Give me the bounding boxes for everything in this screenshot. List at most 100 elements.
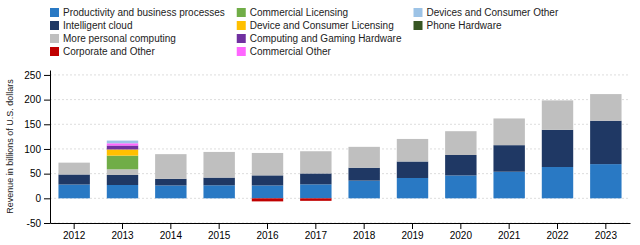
x-tick: 2015 xyxy=(208,223,231,241)
legend-swatch xyxy=(50,8,59,17)
bar xyxy=(590,94,621,95)
bar xyxy=(107,140,138,141)
x-tick-label: 2016 xyxy=(256,230,279,241)
bar xyxy=(590,94,621,95)
bar xyxy=(348,146,379,147)
y-tick: 0 xyxy=(35,193,50,204)
legend-label: Devices and Consumer Other xyxy=(427,7,559,18)
bar xyxy=(397,138,428,139)
bar xyxy=(397,138,428,139)
x-tick: 2020 xyxy=(450,223,473,241)
bar xyxy=(590,94,621,95)
bar xyxy=(58,162,89,163)
bar xyxy=(252,152,283,153)
legend-swatch xyxy=(50,21,59,30)
bar xyxy=(445,131,476,132)
bar xyxy=(493,172,524,199)
y-tick-mark xyxy=(44,149,50,150)
bar xyxy=(397,178,428,198)
x-tick-mark xyxy=(219,223,220,229)
bar xyxy=(107,149,138,155)
bar xyxy=(493,118,524,119)
bar xyxy=(300,151,331,152)
bar xyxy=(397,162,428,178)
bar xyxy=(107,143,138,145)
y-tick-label: -50 xyxy=(27,218,42,229)
bar xyxy=(397,138,428,139)
x-axis: 2012201320142015201620172018201920202021… xyxy=(51,223,631,241)
bar xyxy=(203,151,234,152)
y-tick: 50 xyxy=(30,168,50,179)
y-tick-mark xyxy=(44,124,50,125)
bar xyxy=(493,118,524,145)
bar xyxy=(107,185,138,198)
bar xyxy=(58,162,89,163)
bar xyxy=(155,154,186,179)
bar xyxy=(252,152,283,153)
grid xyxy=(50,75,630,223)
x-tick-mark xyxy=(170,223,171,229)
bar xyxy=(252,152,283,153)
legend-label: Computing and Gaming Hardware xyxy=(250,33,402,44)
y-tick: 100 xyxy=(24,144,50,155)
bar xyxy=(493,118,524,119)
bar xyxy=(348,146,379,147)
bar xyxy=(155,154,186,155)
legend-item: Device and Consumer Licensing xyxy=(237,20,394,31)
bar xyxy=(300,173,331,184)
x-tick: 2019 xyxy=(401,223,424,241)
y-tick-label: 50 xyxy=(30,168,42,179)
bar xyxy=(203,151,234,152)
legend-label: Device and Consumer Licensing xyxy=(250,20,394,31)
bar xyxy=(300,151,331,152)
legend-swatch xyxy=(414,21,423,30)
legend-label: Commercial Other xyxy=(250,46,332,57)
x-tick-label: 2018 xyxy=(353,230,376,241)
bar xyxy=(252,153,283,175)
legend-swatch xyxy=(237,8,246,17)
x-tick-label: 2023 xyxy=(595,230,618,241)
bar xyxy=(300,151,331,152)
legend-item: Computing and Gaming Hardware xyxy=(237,33,402,44)
y-tick-mark xyxy=(44,75,50,76)
legend-item: Devices and Consumer Other xyxy=(414,7,559,18)
bar xyxy=(348,181,379,199)
x-axis-line xyxy=(51,223,631,224)
bar xyxy=(107,146,138,150)
bar xyxy=(445,131,476,132)
bar xyxy=(155,154,186,155)
bar xyxy=(107,169,138,175)
y-tick-mark xyxy=(44,174,50,175)
legend-label: Corporate and Other xyxy=(63,46,155,57)
x-tick-label: 2022 xyxy=(546,230,569,241)
bar xyxy=(445,131,476,132)
x-tick: 2016 xyxy=(256,223,279,241)
x-tick-mark xyxy=(460,223,461,229)
bar xyxy=(445,131,476,132)
bar xyxy=(300,198,331,201)
bars xyxy=(58,94,621,201)
bar xyxy=(348,147,379,168)
bar xyxy=(203,151,234,152)
bar xyxy=(348,168,379,181)
bar xyxy=(203,185,234,198)
bar xyxy=(155,154,186,155)
legend-item: Phone Hardware xyxy=(414,20,502,31)
bar xyxy=(590,94,621,95)
legend-label: Phone Hardware xyxy=(427,20,502,31)
bar xyxy=(252,185,283,198)
legend-item: Commercial Other xyxy=(237,46,332,57)
x-tick-mark xyxy=(364,223,365,229)
x-tick-label: 2020 xyxy=(450,230,473,241)
bar xyxy=(493,118,524,119)
bar xyxy=(107,141,138,144)
x-tick: 2021 xyxy=(498,223,521,241)
bar xyxy=(397,139,428,162)
bar xyxy=(348,146,379,147)
bar xyxy=(252,152,283,153)
bar xyxy=(493,118,524,119)
bar xyxy=(493,118,524,119)
bar xyxy=(445,155,476,175)
bar xyxy=(300,151,331,152)
bar xyxy=(542,100,573,101)
